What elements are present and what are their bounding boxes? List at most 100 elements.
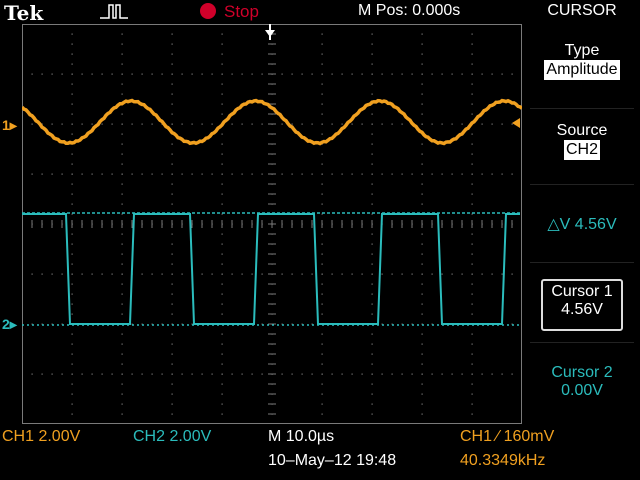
grid-dot [441,373,443,375]
grid-dot [381,373,383,375]
grid-dot [171,123,173,125]
grid-dot [421,63,423,65]
grid-dot [381,323,383,325]
grid-dot [471,53,473,55]
grid-dot [321,203,323,205]
grid-dot [51,123,53,125]
grid-dot [421,83,423,85]
grid-dot [371,43,373,45]
grid-dot [451,73,453,75]
grid-dot [471,343,473,345]
grid-dot [121,53,123,55]
grid-dot [421,413,423,415]
grid-dot [41,123,43,125]
grid-dot [401,273,403,275]
grid-dot [421,363,423,365]
grid-dot [361,73,363,75]
grid-dot [41,373,43,375]
grid-dot [22,323,23,325]
grid-dot [471,413,473,415]
cursor-2-button[interactable]: Cursor 2 0.00V [524,364,640,400]
ch1-waveform [22,98,522,146]
grid-dot [121,33,123,35]
grid-dot [321,343,323,345]
grid-dot [371,73,373,75]
grid-dot [361,273,363,275]
grid-dot [471,73,473,75]
grid-dot [321,293,323,295]
grid-dot [171,393,173,395]
grid-dot [501,173,503,175]
bottom-status-bar: CH1 2.00V CH2 2.00V M 10.0µs 10–May–12 1… [0,424,640,480]
grid-dot [421,233,423,235]
grid-dot [321,243,323,245]
grid-dot [471,173,473,175]
grid-dot [471,193,473,195]
cursor-2-label: Cursor 2 [551,364,613,381]
grid-dot [381,273,383,275]
grid-dot [371,173,373,175]
grid-dot [321,383,323,385]
grid-dot [521,73,522,75]
grid-dot [321,333,323,335]
grid-dot [121,253,123,255]
acquisition-state: Stop [224,2,259,21]
grid-dot [421,243,423,245]
grid-dot [71,24,73,25]
grid-dot [321,33,323,35]
grid-dot [221,24,223,25]
grid-dot [481,373,483,375]
grid-dot [121,24,123,25]
grid-dot [171,93,173,95]
grid-dot [361,173,363,175]
grid-dot [411,323,413,325]
grid-dot [321,73,323,75]
grid-dot [331,73,333,75]
grid-dot [441,173,443,175]
grid-dot [281,123,283,125]
grid-dot [471,293,473,295]
grid-dot [421,343,423,345]
grid-dot [421,203,423,205]
grid-dot [321,413,323,415]
grid-dot [71,203,73,205]
grid-dot [371,193,373,195]
source-menu-button[interactable]: Source CH2 [524,122,640,160]
grid-dot [461,123,463,125]
grid-dot [121,343,123,345]
grid-dot [51,373,53,375]
cursor-1-button[interactable]: Cursor 1 4.56V [541,279,623,331]
type-menu-button[interactable]: Type Amplitude [524,42,640,80]
grid-dot [101,73,103,75]
grid-dot [391,73,393,75]
grid-dot [171,113,173,115]
grid-dot [421,263,423,265]
trigger-readout: CH1 ∕ 160mV [460,428,555,445]
grid-dot [381,73,383,75]
grid-dot [261,173,263,175]
grid-dot [511,323,513,325]
grid-dot [471,353,473,355]
ch1-ground-marker: 1▸ [2,117,17,133]
grid-dot [471,363,473,365]
grid-dot [211,123,213,125]
grid-dot [381,123,383,125]
grid-dot [371,53,373,55]
grid-dot [421,253,423,255]
grid-dot [371,83,373,85]
grid-dot [221,43,223,45]
grid-dot [221,163,223,165]
grid-dot [421,153,423,155]
grid-dot [191,173,193,175]
grid-dot [401,373,403,375]
grid-dot [171,83,173,85]
grid-dot [91,173,93,175]
grid-dot [321,403,323,405]
grid-dot [121,183,123,185]
grid-dot [91,123,93,125]
grid-dot [71,303,73,305]
grid-dot [391,173,393,175]
datetime: 10–May–12 19:48 [268,452,397,469]
grid-dot [121,43,123,45]
grid-dot [121,73,123,75]
